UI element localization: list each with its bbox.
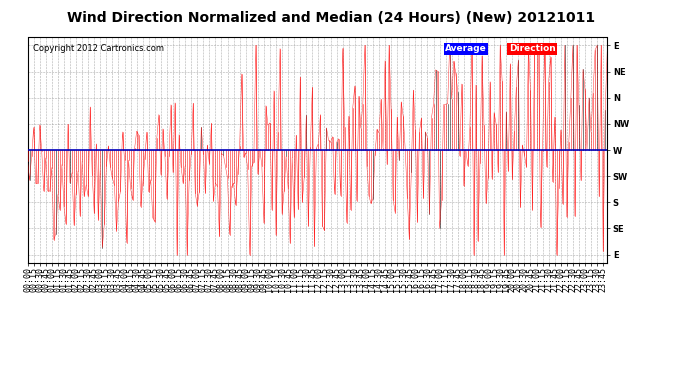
Text: Average: Average	[445, 44, 486, 53]
Text: Direction: Direction	[509, 44, 555, 53]
Text: Wind Direction Normalized and Median (24 Hours) (New) 20121011: Wind Direction Normalized and Median (24…	[67, 11, 595, 25]
Text: Copyright 2012 Cartronics.com: Copyright 2012 Cartronics.com	[33, 44, 164, 53]
